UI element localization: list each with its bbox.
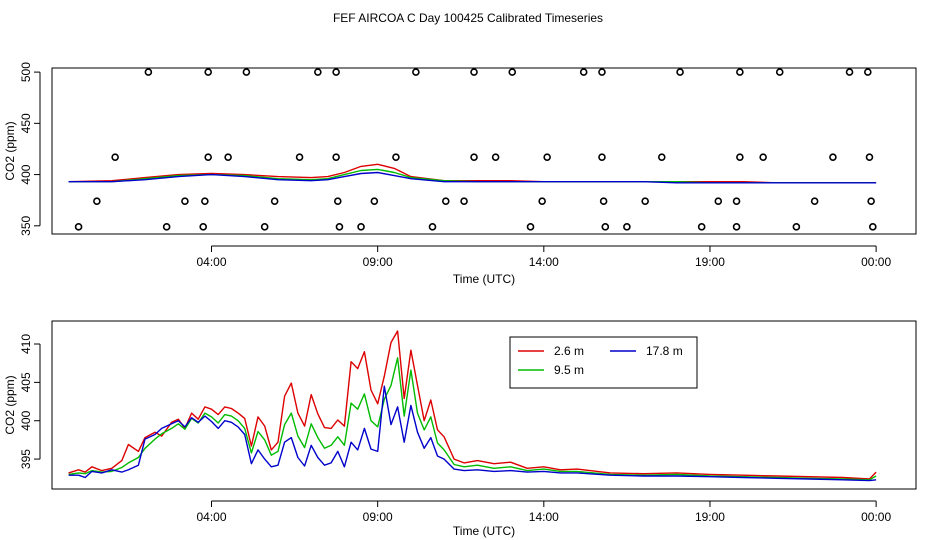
y-tick-label: 500 bbox=[19, 62, 33, 82]
reference-point bbox=[295, 153, 304, 161]
legend: 2.6 m 9.5 m 17.8 m bbox=[509, 336, 698, 389]
legend-label: 9.5 m bbox=[554, 363, 584, 377]
reference-point bbox=[598, 153, 606, 161]
reference-point bbox=[204, 153, 212, 161]
reference-point bbox=[332, 153, 340, 161]
legend-box bbox=[509, 336, 698, 389]
x-tick-label: 00:00 bbox=[861, 510, 891, 524]
y-tick-label: 395 bbox=[19, 449, 33, 469]
reference-point bbox=[598, 68, 606, 76]
reference-point bbox=[111, 153, 119, 161]
reference-point bbox=[93, 197, 101, 206]
legend-label: 2.6 m bbox=[554, 344, 584, 358]
reference-point bbox=[845, 68, 854, 76]
reference-point bbox=[810, 197, 819, 206]
reference-point bbox=[676, 68, 684, 76]
reference-point bbox=[601, 223, 610, 231]
y-axis-label: CO2 (ppm) bbox=[3, 121, 17, 180]
x-tick-label: 04:00 bbox=[196, 255, 226, 269]
y-tick-label: 405 bbox=[19, 372, 33, 392]
x-tick-label: 09:00 bbox=[363, 510, 393, 524]
x-tick-label: 19:00 bbox=[695, 510, 725, 524]
y-tick-label: 400 bbox=[19, 410, 33, 430]
reference-point bbox=[270, 197, 279, 206]
reference-point bbox=[224, 153, 232, 161]
y-tick-label: 410 bbox=[19, 334, 33, 354]
reference-point bbox=[260, 223, 269, 231]
reference-point bbox=[829, 153, 837, 161]
reference-point bbox=[657, 153, 666, 161]
bottom-panel: 04:00 09:00 14:00 19:00 00:00 Time (UTC) 395 40… bbox=[3, 320, 917, 538]
reference-point bbox=[441, 197, 450, 206]
x-axis-label: Time (UTC) bbox=[453, 524, 515, 538]
y-tick-label: 450 bbox=[19, 113, 33, 133]
reference-point bbox=[864, 68, 872, 76]
reference-point bbox=[332, 68, 340, 76]
x-tick-label: 00:00 bbox=[861, 255, 891, 269]
x-tick-label: 14:00 bbox=[529, 510, 559, 524]
reference-point bbox=[314, 68, 322, 76]
y-tick-label: 400 bbox=[19, 164, 33, 184]
reference-point bbox=[736, 153, 744, 161]
reference-point bbox=[74, 223, 83, 231]
reference-point bbox=[392, 153, 400, 161]
reference-point bbox=[335, 223, 344, 231]
reference-point bbox=[357, 223, 365, 231]
reference-point bbox=[491, 153, 500, 161]
reference-point bbox=[199, 223, 207, 231]
reference-point bbox=[181, 197, 189, 206]
reference-point bbox=[732, 197, 741, 206]
reference-point bbox=[333, 197, 342, 206]
x-tick-label: 04:00 bbox=[196, 510, 226, 524]
reference-point bbox=[579, 68, 588, 76]
reference-point bbox=[736, 68, 744, 76]
reference-point bbox=[470, 153, 478, 161]
reference-point bbox=[526, 223, 535, 231]
reference-point bbox=[460, 197, 468, 206]
reference-point bbox=[201, 197, 209, 206]
reference-point bbox=[641, 197, 649, 206]
reference-point bbox=[428, 223, 437, 231]
series-line-17-8-m bbox=[68, 171, 877, 184]
series-line-2-6-m bbox=[68, 163, 877, 184]
reference-point bbox=[867, 197, 875, 206]
y-axis-label: CO2 (ppm) bbox=[3, 375, 17, 434]
x-axis-label: Time (UTC) bbox=[453, 272, 515, 286]
reference-point bbox=[792, 223, 801, 231]
legend-label: 17.8 m bbox=[646, 344, 683, 358]
plot-frame bbox=[51, 67, 917, 235]
y-tick-label: 350 bbox=[19, 215, 33, 235]
reference-point bbox=[204, 68, 212, 76]
series-line-9-5-m bbox=[68, 357, 877, 481]
x-tick-label: 19:00 bbox=[695, 255, 725, 269]
reference-point bbox=[538, 197, 546, 206]
x-tick-label: 14:00 bbox=[529, 255, 559, 269]
reference-point bbox=[868, 223, 877, 231]
reference-point bbox=[775, 68, 784, 76]
reference-point bbox=[508, 68, 517, 76]
reference-point bbox=[732, 223, 741, 231]
reference-point bbox=[370, 197, 379, 206]
plot-frame bbox=[51, 320, 917, 490]
reference-point bbox=[470, 68, 478, 76]
reference-point bbox=[714, 197, 723, 206]
reference-point bbox=[162, 223, 171, 231]
reference-point bbox=[144, 68, 153, 76]
reference-point bbox=[242, 68, 251, 76]
reference-point bbox=[759, 153, 767, 161]
x-tick-label: 09:00 bbox=[363, 255, 393, 269]
reference-point bbox=[543, 153, 551, 161]
reference-point bbox=[412, 68, 420, 76]
figure-title: FEF AIRCOA C Day 100425 Calibrated Times… bbox=[333, 11, 603, 25]
series-line-2-6-m bbox=[68, 330, 877, 480]
reference-point bbox=[697, 223, 706, 231]
reference-point bbox=[599, 197, 608, 206]
reference-point bbox=[623, 223, 631, 231]
top-panel: 04:00 09:00 14:00 19:00 00:00 Time (UTC) 350 40… bbox=[3, 62, 917, 286]
reference-point bbox=[865, 153, 874, 161]
series-line-17-8-m bbox=[68, 385, 877, 482]
